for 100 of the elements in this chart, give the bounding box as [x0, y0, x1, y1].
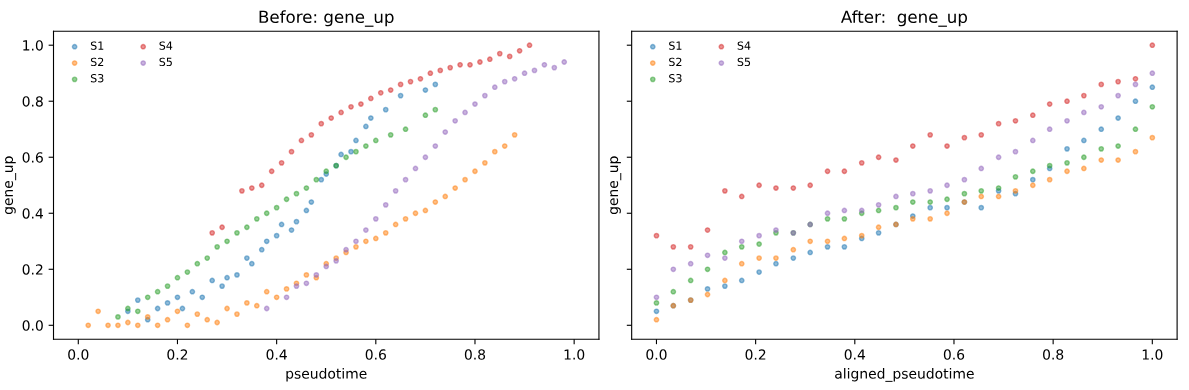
point	[687, 243, 694, 250]
point	[670, 288, 677, 295]
point	[961, 176, 968, 183]
point	[978, 165, 985, 172]
point	[367, 95, 374, 102]
point	[154, 288, 161, 295]
point	[209, 277, 216, 284]
point	[263, 288, 270, 295]
point	[248, 185, 255, 191]
point	[358, 101, 364, 107]
point	[1046, 126, 1053, 133]
point	[239, 187, 245, 194]
legend-label: S2	[90, 57, 104, 67]
x-tick-label: 0.0	[68, 349, 89, 360]
x-axis-title: pseudotime	[286, 368, 367, 382]
point	[452, 117, 459, 124]
point	[1115, 78, 1121, 85]
point	[1098, 157, 1105, 163]
point	[541, 61, 548, 68]
point	[303, 207, 310, 214]
point	[704, 227, 711, 233]
point	[1098, 126, 1105, 133]
point	[927, 187, 934, 194]
point	[204, 255, 211, 261]
point	[722, 283, 728, 289]
point	[687, 260, 694, 267]
point	[363, 123, 369, 130]
point	[670, 243, 677, 250]
point	[164, 283, 171, 289]
point	[283, 196, 290, 203]
point	[268, 168, 275, 175]
point	[482, 92, 488, 99]
point	[738, 238, 745, 245]
point	[961, 190, 968, 197]
point	[377, 89, 384, 96]
point	[961, 134, 968, 141]
point	[407, 78, 414, 85]
point	[790, 185, 797, 191]
point	[194, 311, 201, 317]
point	[944, 143, 950, 149]
point	[909, 199, 916, 205]
x-tick-label: 0.8	[1043, 349, 1064, 360]
point	[224, 305, 230, 312]
point	[1029, 168, 1036, 175]
point	[204, 316, 211, 323]
point	[1080, 154, 1087, 161]
y-axis-title: gene_up	[610, 156, 622, 215]
point	[253, 215, 260, 222]
point	[199, 294, 206, 301]
point	[561, 59, 568, 65]
point	[258, 246, 265, 253]
point	[841, 243, 848, 250]
point	[491, 84, 498, 91]
point	[687, 277, 694, 284]
point	[670, 266, 677, 273]
point	[234, 311, 240, 317]
point	[1064, 159, 1070, 166]
point	[144, 294, 151, 301]
point	[807, 238, 814, 245]
x-tick-label: 0.8	[464, 349, 486, 360]
point	[372, 215, 379, 222]
point	[179, 305, 186, 312]
point	[214, 319, 221, 326]
point	[288, 227, 295, 233]
point	[308, 199, 315, 205]
point	[995, 120, 1002, 127]
point	[773, 185, 779, 191]
point	[273, 294, 280, 301]
point	[1080, 109, 1087, 116]
point	[704, 252, 711, 259]
y-tick-label: 0.6	[22, 152, 43, 163]
point	[363, 238, 369, 245]
point	[1029, 182, 1036, 189]
point	[1064, 145, 1070, 152]
point	[243, 224, 250, 231]
point	[756, 232, 762, 239]
point	[1149, 84, 1156, 91]
point	[382, 201, 389, 208]
point	[824, 210, 831, 217]
legend-label: S1	[669, 41, 682, 50]
point	[738, 277, 745, 284]
point	[738, 193, 745, 200]
point	[288, 148, 295, 155]
point	[841, 235, 848, 242]
point	[1149, 103, 1156, 110]
point	[491, 148, 498, 155]
point	[189, 288, 196, 295]
point	[422, 154, 429, 161]
point	[115, 322, 121, 329]
point	[318, 120, 325, 127]
point	[209, 229, 216, 236]
point	[134, 308, 141, 315]
point	[372, 235, 379, 242]
point	[348, 148, 354, 155]
point	[875, 229, 882, 236]
point	[234, 271, 240, 278]
y-axis-title: gene_up	[5, 156, 17, 215]
point	[392, 187, 399, 194]
point	[1029, 112, 1036, 119]
point	[402, 215, 409, 222]
